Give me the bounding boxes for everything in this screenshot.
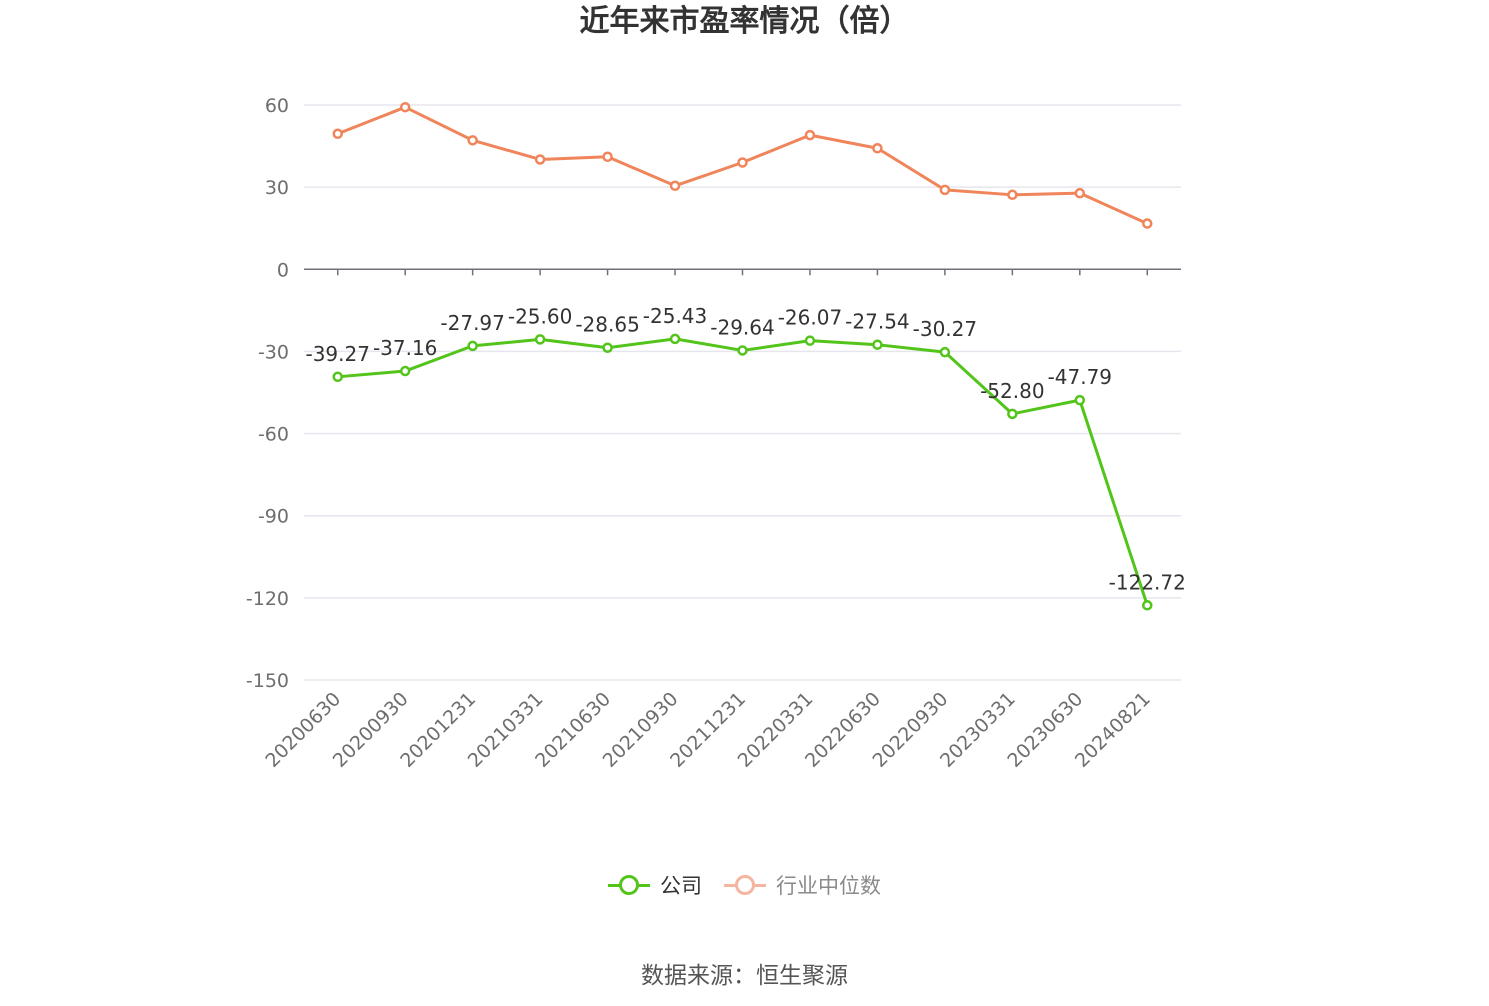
series-layer: -39.27 -37.16-27.97 -25.60 -28.65 -25.43 -29.…: [305, 101, 1186, 611]
point-company: [467, 340, 478, 352]
data-label: -52.80: [980, 379, 1044, 403]
legend-industry-swatch-icon: [724, 874, 766, 896]
y-tick-label: -60: [258, 424, 289, 446]
point-company: [939, 346, 951, 358]
point-company: [534, 334, 546, 345]
point-industry: [1142, 218, 1153, 229]
point-industry: [467, 135, 478, 146]
legend-item-company[interactable]: 公司: [608, 870, 702, 900]
point-industry: [1007, 189, 1018, 201]
point-industry: [872, 143, 883, 154]
point-company: [804, 335, 816, 346]
legend-company-label: 公司: [660, 874, 702, 898]
y-tick-label: -30: [258, 341, 289, 363]
point-industry: [804, 129, 816, 141]
point-industry: [1074, 187, 1086, 199]
legend-company-swatch-icon: [608, 874, 650, 896]
y-tick-label: 60: [265, 95, 289, 117]
point-industry: [332, 128, 343, 139]
data-label: -39.27: [305, 342, 369, 366]
point-industry: [602, 151, 613, 162]
data-label: -27.54: [845, 310, 909, 334]
point-industry: [737, 157, 748, 168]
point-company: [1074, 394, 1086, 406]
point-company: [669, 333, 681, 345]
pe-ratio-chart: 60300-30-60-90-120-150202006302020093020…: [246, 95, 1186, 772]
point-company: [872, 339, 883, 350]
legend-item-industry-median[interactable]: 行业中位数: [724, 870, 881, 900]
y-tick-label: 0: [277, 259, 289, 281]
point-industry: [939, 184, 951, 196]
point-company: [737, 345, 748, 356]
data-label: -30.27: [913, 317, 977, 341]
legend-industry-label: 行业中位数: [776, 874, 881, 898]
data-label: -28.65: [575, 313, 639, 337]
data-label: -26.07: [778, 306, 842, 330]
legend: 公司 行业中位数: [0, 870, 1489, 900]
data-source: 数据来源：恒生聚源: [641, 963, 848, 989]
data-label: -27.97: [440, 311, 504, 335]
grid-lines: [304, 104, 1181, 681]
point-industry: [669, 180, 681, 192]
y-tick-label: -90: [258, 506, 289, 528]
data-label: -25.43: [643, 304, 707, 328]
chart-title: 近年来市盈率情况（倍）: [579, 4, 910, 39]
point-company: [1007, 408, 1018, 420]
data-label: -122.72: [1109, 570, 1186, 594]
data-label: -47.79: [1048, 365, 1112, 389]
data-label: -29.64: [710, 315, 774, 339]
point-company: [602, 342, 613, 353]
data-label: -37.16: [373, 336, 437, 360]
data-label: -25.60: [508, 304, 572, 328]
point-company: [332, 371, 343, 383]
y-tick-label: -150: [246, 670, 289, 692]
point-company: [399, 365, 411, 377]
y-tick-label: 30: [265, 177, 289, 199]
point-company: [1142, 600, 1153, 611]
point-industry: [534, 154, 546, 165]
y-tick-label: -120: [246, 588, 289, 610]
point-industry: [399, 101, 411, 113]
